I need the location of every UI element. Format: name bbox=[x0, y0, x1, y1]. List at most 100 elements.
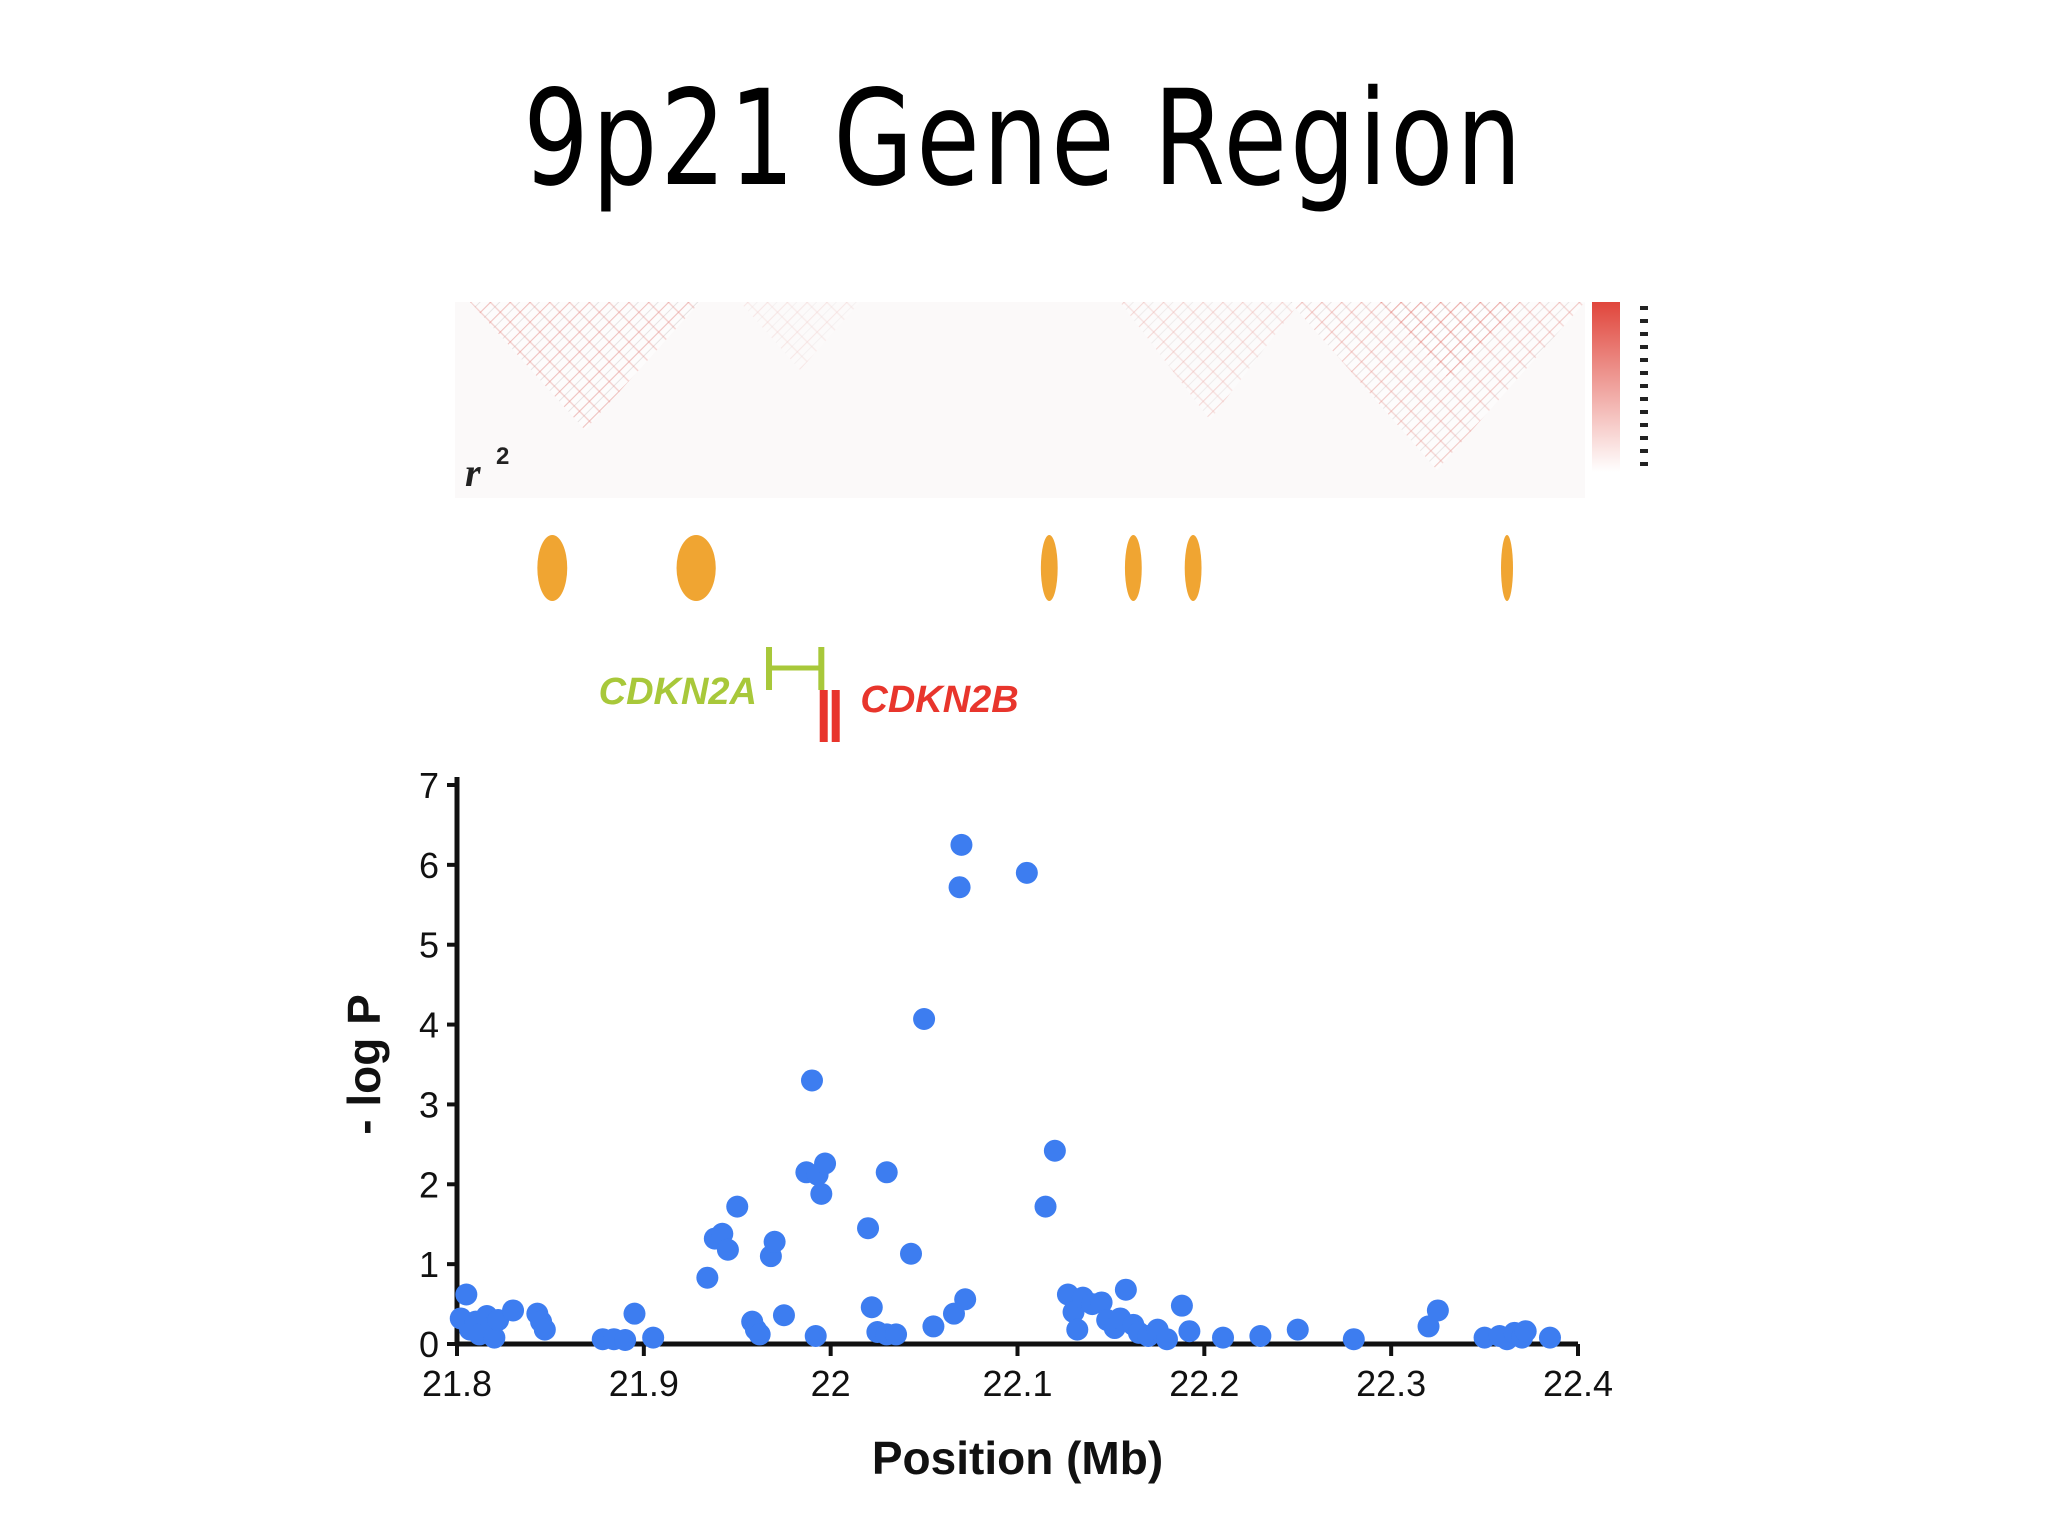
ld-heatmap: r 2 bbox=[455, 302, 1648, 498]
data-point bbox=[726, 1195, 749, 1218]
haplotype-block bbox=[1040, 535, 1058, 601]
page-title: 9p21 Gene Region bbox=[523, 62, 1525, 216]
ld-scale-tick bbox=[1640, 306, 1648, 310]
data-point bbox=[1090, 1291, 1113, 1314]
data-point bbox=[804, 1325, 827, 1348]
data-point bbox=[875, 1161, 898, 1184]
ld-scale-tick bbox=[1640, 332, 1648, 336]
x-tick-label: 21.8 bbox=[422, 1363, 492, 1404]
data-point bbox=[1155, 1328, 1178, 1351]
data-point bbox=[900, 1242, 923, 1265]
scatter-points bbox=[449, 833, 1561, 1352]
y-tick-label: 4 bbox=[419, 1005, 439, 1046]
ld-scale-tick bbox=[1640, 410, 1648, 414]
data-point bbox=[1538, 1326, 1561, 1349]
data-point bbox=[954, 1288, 977, 1311]
data-point bbox=[885, 1323, 908, 1346]
data-point bbox=[1417, 1315, 1440, 1338]
data-point bbox=[772, 1304, 795, 1327]
ld-r-superscript: 2 bbox=[496, 443, 509, 470]
y-tick-label: 0 bbox=[419, 1324, 439, 1365]
cdkn2a-label: CDKN2A bbox=[599, 671, 757, 713]
gene-track: CDKN2A CDKN2B bbox=[599, 647, 1019, 742]
y-tick-label: 2 bbox=[419, 1164, 439, 1205]
data-point bbox=[1178, 1320, 1201, 1343]
y-tick-label: 7 bbox=[419, 765, 439, 806]
data-point bbox=[1170, 1294, 1193, 1317]
ld-scale-ticks bbox=[1640, 306, 1648, 466]
data-point bbox=[763, 1230, 786, 1253]
data-point bbox=[922, 1315, 945, 1338]
haplotype-block bbox=[676, 535, 716, 601]
cdkn2b-label: CDKN2B bbox=[860, 679, 1018, 721]
ld-scale-tick bbox=[1640, 436, 1648, 440]
y-tick-label: 5 bbox=[419, 925, 439, 966]
data-point bbox=[502, 1299, 525, 1322]
x-tick-label: 22.3 bbox=[1356, 1363, 1426, 1404]
ld-scale-tick bbox=[1640, 462, 1648, 466]
data-point bbox=[1043, 1139, 1066, 1162]
data-point bbox=[913, 1007, 936, 1030]
x-tick-label: 22.1 bbox=[982, 1363, 1052, 1404]
ld-scale-tick bbox=[1640, 449, 1648, 453]
data-point bbox=[483, 1326, 506, 1349]
x-axis-title: Position (Mb) bbox=[872, 1432, 1163, 1484]
data-point bbox=[1342, 1328, 1365, 1351]
data-point bbox=[810, 1182, 833, 1205]
ld-block-center bbox=[1120, 302, 1300, 420]
ld-scale-tick bbox=[1640, 423, 1648, 427]
y-tick-label: 6 bbox=[419, 845, 439, 886]
data-point bbox=[1212, 1326, 1235, 1349]
data-point bbox=[696, 1266, 719, 1289]
data-point bbox=[1034, 1195, 1057, 1218]
haplotype-block bbox=[1124, 535, 1142, 601]
ld-block-right bbox=[1290, 302, 1585, 470]
y-axis-title: - log P bbox=[338, 994, 390, 1135]
data-point bbox=[1249, 1325, 1272, 1348]
haplotype-block bbox=[537, 535, 568, 601]
data-point bbox=[1114, 1278, 1137, 1301]
x-tick-label: 21.9 bbox=[609, 1363, 679, 1404]
data-point bbox=[614, 1329, 637, 1352]
x-tick-label: 22.4 bbox=[1543, 1363, 1613, 1404]
data-point bbox=[814, 1152, 837, 1175]
ld-scale-tick bbox=[1640, 371, 1648, 375]
data-point bbox=[748, 1323, 771, 1346]
ld-block-right-core bbox=[1380, 302, 1520, 380]
data-point bbox=[860, 1296, 883, 1319]
data-point bbox=[1514, 1320, 1537, 1343]
ld-r-label: r bbox=[465, 450, 481, 495]
haplotype-block bbox=[1501, 535, 1514, 601]
ld-scale-tick bbox=[1640, 384, 1648, 388]
x-tick-label: 22.2 bbox=[1169, 1363, 1239, 1404]
ld-block-left bbox=[470, 302, 700, 430]
data-point bbox=[716, 1238, 739, 1261]
cdkn2b-exon-2 bbox=[831, 690, 840, 742]
data-point bbox=[455, 1283, 478, 1306]
ld-scale-tick bbox=[1640, 319, 1648, 323]
cdkn2b-exon-1 bbox=[819, 690, 828, 742]
data-point bbox=[642, 1326, 665, 1349]
y-tick-label: 3 bbox=[419, 1084, 439, 1125]
data-point bbox=[950, 833, 973, 856]
ld-block-left-center bbox=[740, 302, 860, 370]
data-point bbox=[1066, 1318, 1089, 1341]
data-point bbox=[857, 1217, 880, 1240]
data-point bbox=[800, 1069, 823, 1092]
haplotype-blocks bbox=[537, 535, 1514, 601]
ld-color-scale bbox=[1592, 302, 1620, 472]
data-point bbox=[1015, 861, 1038, 884]
x-tick-label: 22 bbox=[811, 1363, 851, 1404]
data-point bbox=[623, 1302, 646, 1325]
ld-scale-tick bbox=[1640, 358, 1648, 362]
ld-scale-tick bbox=[1640, 345, 1648, 349]
data-point bbox=[1286, 1318, 1309, 1341]
y-tick-label: 1 bbox=[419, 1244, 439, 1285]
haplotype-block bbox=[1184, 535, 1202, 601]
data-point bbox=[1426, 1299, 1449, 1322]
data-point bbox=[948, 876, 971, 899]
ld-scale-tick bbox=[1640, 397, 1648, 401]
scatter-axes: 0 1 2 3 4 5 6 7 21.8 21.9 22 22.1 22.2 22.3 22.4 Positi… bbox=[338, 765, 1613, 1484]
data-point bbox=[533, 1318, 556, 1341]
